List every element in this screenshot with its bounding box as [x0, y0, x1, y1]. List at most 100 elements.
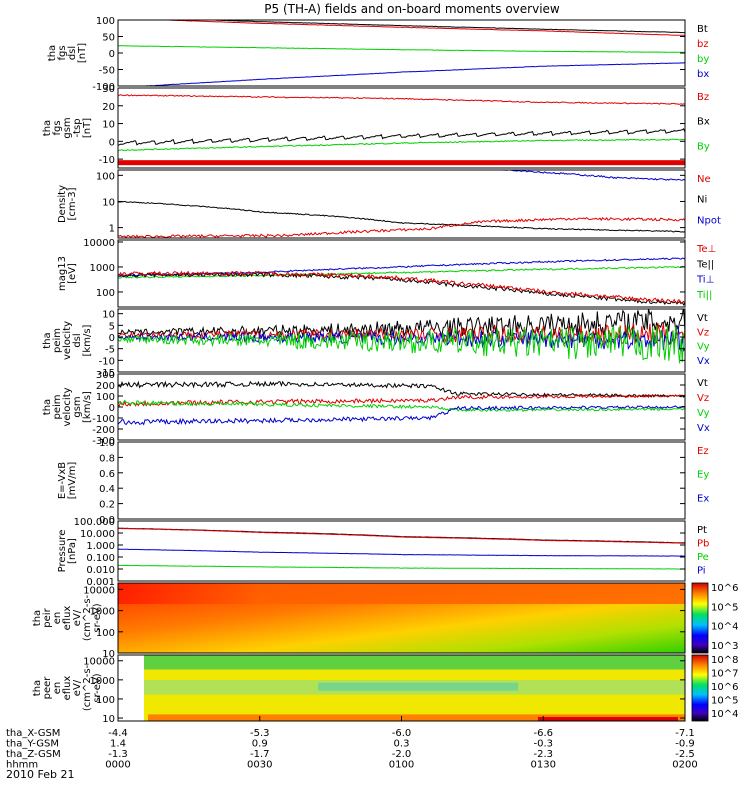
y-axis-label: en — [52, 682, 63, 695]
y-axis-label: tha — [42, 120, 53, 136]
spectrogram-band-upper — [118, 655, 685, 670]
panel-fgs_dsl: Bt bz by bx 100 50 0 -50 -100 tha fgs dsl [nT] — [47, 16, 709, 93]
y-tick-label: 0.010 — [86, 565, 115, 576]
panel-frame — [117, 87, 686, 169]
panel-peer: 10^8 10^7 10^6 10^5 10^4 10000 1000 100 10 tha pee… — [32, 654, 738, 725]
legend-entry: Vx — [697, 356, 710, 367]
legend-entry: bz — [697, 39, 709, 50]
series-group — [118, 309, 685, 364]
y-tick-label: 200 — [96, 381, 115, 392]
series-line-vz — [118, 394, 685, 407]
series-line-by — [118, 45, 685, 53]
x-axis-row-value: 0.9 — [252, 739, 268, 750]
legend-entry: Ni — [697, 195, 707, 206]
y-axis-label: eflux — [62, 606, 73, 631]
y-tick-label: -100 — [92, 82, 115, 93]
y-axis-label: gsm — [72, 396, 83, 417]
legend-entry: Bz — [697, 92, 709, 103]
y-tick-label: -100 — [92, 414, 115, 425]
x-axis-row-value: 1.4 — [110, 739, 126, 750]
series-line-npot — [497, 170, 685, 181]
x-axis-row-value: -4.4 — [108, 728, 128, 739]
y-axis-label: velocity — [62, 321, 73, 360]
spectrogram-band-low — [148, 714, 685, 721]
y-tick-label: -50 — [99, 66, 115, 77]
spectrogram-band-core — [318, 682, 518, 691]
colorbar-tick-label: 10^4 — [711, 622, 738, 633]
legend-entry: Pt — [697, 525, 707, 536]
y-axis-label: eflux — [62, 676, 73, 701]
series-line-vt — [118, 309, 685, 339]
series-line-bz — [118, 94, 685, 105]
y-axis-label: [km/s] — [82, 391, 93, 423]
y-axis-label: tha — [42, 399, 53, 415]
x-axis-row-value: -6.0 — [392, 728, 412, 739]
legend-entry: Ez — [697, 446, 709, 457]
panel-frame — [117, 19, 686, 87]
y-axis-label: dsl — [67, 46, 78, 60]
x-axis-row-label: tha_Z-GSM — [6, 749, 61, 760]
series-group — [118, 94, 685, 152]
series-line-pe — [118, 564, 685, 570]
y-tick-label: 10000 — [83, 238, 115, 249]
y-tick-label: 0.4 — [99, 484, 115, 495]
y-axis-label: [mV/m] — [67, 462, 78, 500]
y-axis-label: tha — [32, 680, 43, 696]
legend-entry: bx — [697, 69, 709, 80]
y-tick-label: 10 — [102, 714, 115, 725]
y-tick-label: -15 — [99, 368, 115, 379]
series-line-vy — [118, 399, 685, 412]
series-line-ne — [118, 216, 685, 238]
y-tick-label: 30 — [102, 84, 115, 95]
y-tick-label: 20 — [102, 102, 115, 113]
y-axis-label: Pressure — [57, 530, 68, 573]
spectrogram-band-peak — [538, 717, 678, 721]
y-tick-label: 300 — [96, 370, 115, 381]
flag-bar — [118, 160, 685, 166]
series-line-vt — [118, 380, 685, 398]
x-axis-row-value: 0000 — [105, 760, 130, 771]
series-line-vy — [118, 325, 685, 364]
colorbar-gradient — [691, 654, 709, 722]
series-line-ti — [118, 265, 685, 279]
x-axis-row-value: -1.7 — [250, 749, 270, 760]
panel-pressure: PtPbPePi100.00010.0001.0000.1000.0100.00… — [57, 517, 709, 588]
legend-entry: Npot — [697, 215, 721, 226]
date-label: 2010 Feb 21 — [6, 768, 74, 781]
legend-entry: by — [697, 54, 709, 65]
legend-entry: Vy — [697, 342, 710, 353]
x-axis-row-value: -0.9 — [675, 739, 695, 750]
y-axis-label: eV/ — [72, 609, 83, 626]
x-axis-row-value: -6.6 — [533, 728, 553, 739]
legend-entry: Vt — [697, 313, 708, 324]
y-tick-label: -300 — [92, 436, 115, 447]
y-axis-label: mag13 — [57, 256, 68, 291]
legend-entry: By — [697, 141, 710, 152]
spectrogram-peir — [118, 583, 685, 653]
spectrogram-peer — [118, 655, 685, 721]
x-axis-annotation: tha_X-GSM -4.4 -5.3 -6.0 -6.6 -7.1 tha_Y-GSM 1.… — [6, 716, 698, 771]
legend-entry: Bx — [697, 117, 710, 128]
series-line-te — [118, 271, 685, 306]
y-axis-label: [eV] — [67, 263, 78, 284]
x-axis-row-value: -0.3 — [533, 739, 553, 750]
y-axis-label: tha — [32, 610, 43, 626]
y-tick-label: 0 — [109, 403, 115, 414]
y-axis-label: fgs — [57, 45, 68, 60]
panel-frame — [117, 582, 686, 654]
x-axis-row-value: 0130 — [531, 760, 556, 771]
series-group — [118, 257, 685, 306]
y-tick-label: 0.8 — [99, 453, 115, 464]
y-tick-label: 1.0 — [99, 438, 115, 449]
series-group — [118, 527, 685, 570]
y-axis-label: [km/s] — [82, 324, 93, 356]
spectrogram-gap — [118, 655, 144, 721]
y-tick-label: 1000 — [90, 607, 115, 618]
y-tick-label: 50 — [102, 33, 115, 44]
x-axis-row-value: -1.3 — [108, 749, 128, 760]
y-axis-label: sr-eV) — [92, 603, 103, 632]
y-tick-label: -5 — [105, 345, 115, 356]
y-tick-label: 0.6 — [99, 469, 115, 480]
y-axis-label: fgs — [52, 120, 63, 135]
